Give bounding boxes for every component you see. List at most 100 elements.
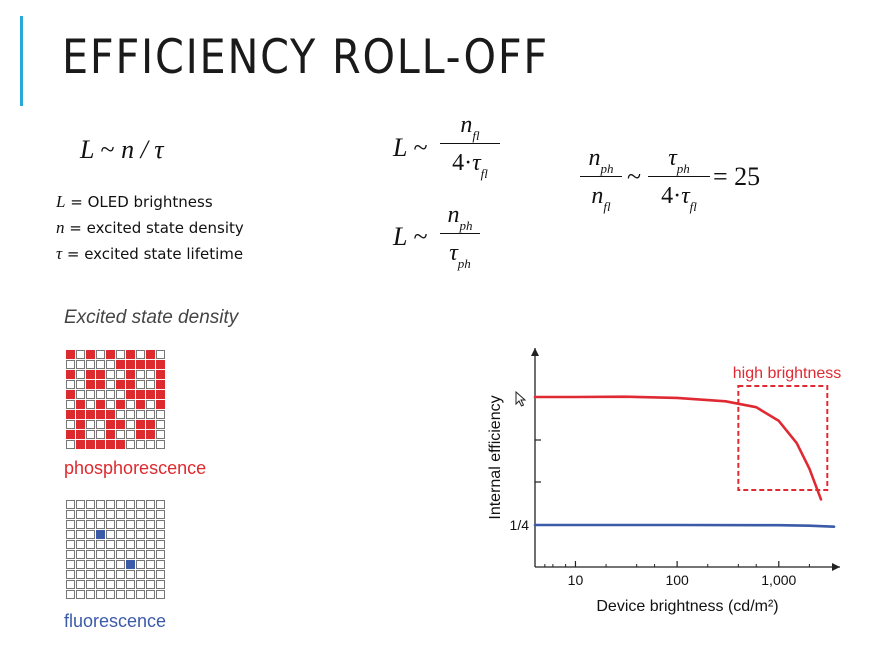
excited-cell [136, 430, 145, 439]
empty-cell [66, 440, 75, 449]
empty-cell [76, 510, 85, 519]
empty-cell [156, 570, 165, 579]
empty-cell [116, 410, 125, 419]
eq3-den-sub: ph [457, 256, 471, 271]
empty-cell [106, 540, 115, 549]
empty-cell [146, 560, 155, 569]
excited-cell [86, 410, 95, 419]
empty-cell [86, 560, 95, 569]
excited-cell [66, 430, 75, 439]
excited-cell [86, 380, 95, 389]
excited-cell [146, 420, 155, 429]
x-axis-arrow [832, 563, 840, 571]
empty-cell [156, 510, 165, 519]
empty-cell [126, 520, 135, 529]
empty-cell [106, 390, 115, 399]
x-axis-label: Device brightness (cd/m²) [596, 598, 778, 615]
empty-cell [126, 570, 135, 579]
eq4-f2-den: τ [681, 183, 690, 209]
excited-cell [156, 390, 165, 399]
empty-cell [106, 360, 115, 369]
empty-cell [136, 510, 145, 519]
empty-cell [76, 520, 85, 529]
empty-cell [116, 430, 125, 439]
excited-cell [106, 350, 115, 359]
excited-cell [126, 560, 135, 569]
empty-cell [116, 570, 125, 579]
empty-cell [116, 390, 125, 399]
excited-cell [86, 370, 95, 379]
empty-cell [86, 420, 95, 429]
empty-cell [66, 550, 75, 559]
excited-cell [106, 430, 115, 439]
empty-cell [86, 530, 95, 539]
equation-4-fraction-2: τph 4·τfl [648, 145, 710, 214]
equation-3-fraction: nph τph [440, 202, 480, 271]
excited-cell [146, 350, 155, 359]
excited-cell [146, 390, 155, 399]
eq4-f2-den-prefix: 4· [661, 183, 682, 209]
empty-cell [146, 500, 155, 509]
empty-cell [96, 360, 105, 369]
empty-cell [116, 540, 125, 549]
empty-cell [146, 570, 155, 579]
definition-row: n = excited state density [56, 215, 244, 241]
eq4-f2-num: τ [668, 145, 677, 171]
empty-cell [96, 510, 105, 519]
eq2-den: τ [472, 150, 481, 176]
empty-cell [96, 430, 105, 439]
empty-cell [156, 590, 165, 599]
empty-cell [86, 540, 95, 549]
empty-cell [76, 590, 85, 599]
empty-cell [86, 520, 95, 529]
empty-cell [106, 530, 115, 539]
empty-cell [106, 570, 115, 579]
excited-cell [66, 410, 75, 419]
empty-cell [106, 580, 115, 589]
empty-cell [126, 510, 135, 519]
high-brightness-label: high brightness [733, 365, 842, 382]
empty-cell [156, 580, 165, 589]
fraction-bar [648, 176, 710, 177]
empty-cell [66, 420, 75, 429]
excited-cell [96, 370, 105, 379]
empty-cell [96, 540, 105, 549]
empty-cell [156, 350, 165, 359]
empty-cell [146, 440, 155, 449]
fraction-bar [440, 233, 480, 234]
excited-cell [156, 400, 165, 409]
empty-cell [76, 390, 85, 399]
excited-cell [126, 370, 135, 379]
excited-cell [106, 410, 115, 419]
eq3-den: τ [449, 240, 458, 266]
efficiency-chart: 1/4 10 100 1,000 Device brightness (cd/m²) In… [487, 348, 842, 615]
excited-cell [76, 420, 85, 429]
variable-definitions: L = OLED brightness n = excited state de… [56, 189, 244, 267]
empty-cell [106, 380, 115, 389]
empty-cell [96, 520, 105, 529]
excited-cell [136, 400, 145, 409]
empty-cell [126, 410, 135, 419]
eq4-f2-num-sub: ph [676, 161, 690, 176]
definition-symbol: L [56, 192, 66, 211]
excited-cell [146, 360, 155, 369]
excited-cell [116, 420, 125, 429]
empty-cell [136, 560, 145, 569]
x-tick-label: 1,000 [761, 572, 796, 588]
empty-cell [126, 590, 135, 599]
empty-cell [76, 360, 85, 369]
empty-cell [96, 560, 105, 569]
equation-3-lhs: L ~ [393, 222, 428, 252]
eq1-rel: ~ [100, 135, 115, 164]
empty-cell [156, 540, 165, 549]
definition-symbol: n [56, 218, 65, 237]
fraction-bar [440, 143, 500, 144]
excited-cell [76, 400, 85, 409]
excited-cell [96, 440, 105, 449]
empty-cell [146, 530, 155, 539]
empty-cell [136, 410, 145, 419]
excited-cell [126, 390, 135, 399]
x-tick-label: 10 [568, 572, 584, 588]
empty-cell [126, 540, 135, 549]
y-axis-label: Internal efficiency [487, 395, 504, 519]
